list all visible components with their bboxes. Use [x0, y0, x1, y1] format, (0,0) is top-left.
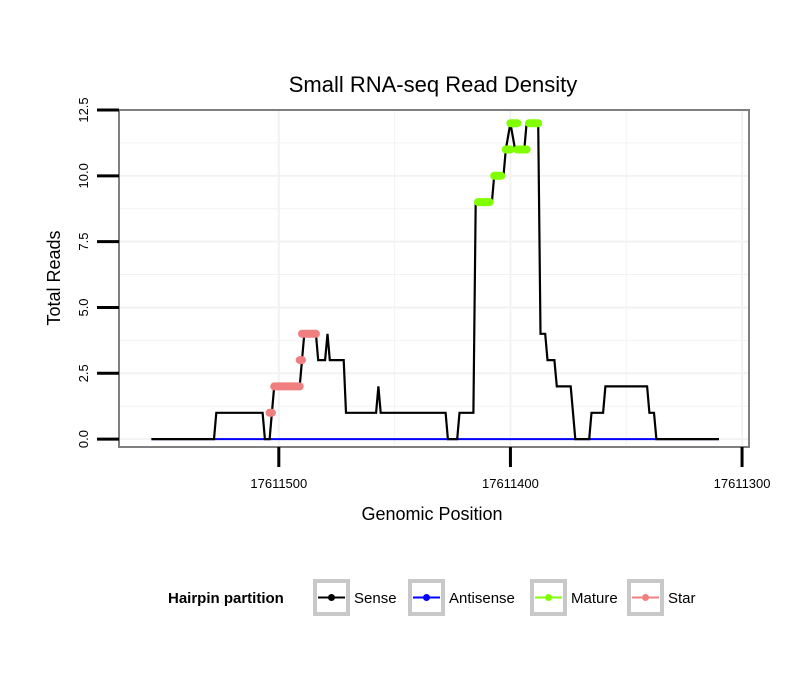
legend-title: Hairpin partition: [168, 590, 284, 607]
x-axis: 17611500 17611400 17611300: [250, 447, 770, 491]
y-tick-label: 12.5: [76, 97, 91, 122]
y-tick-label: 5.0: [76, 298, 91, 316]
legend-label: Mature: [571, 590, 618, 607]
x-tick-label: 17611500: [250, 476, 307, 491]
plot-panel: [119, 110, 749, 447]
y-axis-title: Total Reads: [44, 230, 64, 325]
legend-label: Antisense: [449, 590, 515, 607]
x-tick-label: 17611300: [714, 476, 771, 491]
chart-title: Small RNA-seq Read Density: [289, 72, 578, 97]
legend-label: Star: [668, 590, 696, 607]
legend-key-point: [642, 594, 649, 601]
panel-border: [118, 109, 750, 448]
y-tick-label: 10.0: [76, 163, 91, 188]
legend-key-point: [423, 594, 430, 601]
y-tick-label: 7.5: [76, 233, 91, 251]
legend-entry-star: Star: [627, 579, 696, 616]
legend-key-point: [545, 594, 552, 601]
legend: Hairpin partition Sense Antisense Mature St…: [168, 579, 696, 616]
legend-label: Sense: [354, 590, 397, 607]
legend-key-point: [328, 594, 335, 601]
x-tick-label: 17611400: [482, 476, 539, 491]
y-axis: 0.0 2.5 5.0 7.5 10.0 12.5: [76, 97, 119, 448]
series-sense-line: [151, 122, 719, 441]
legend-entry-sense: Sense: [313, 579, 397, 616]
x-axis-title: Genomic Position: [361, 504, 502, 524]
y-tick-label: 2.5: [76, 364, 91, 382]
legend-entry-antisense: Antisense: [408, 579, 515, 616]
y-tick-label: 0.0: [76, 430, 91, 448]
legend-entry-mature: Mature: [530, 579, 618, 616]
series-layer: [151, 119, 719, 441]
